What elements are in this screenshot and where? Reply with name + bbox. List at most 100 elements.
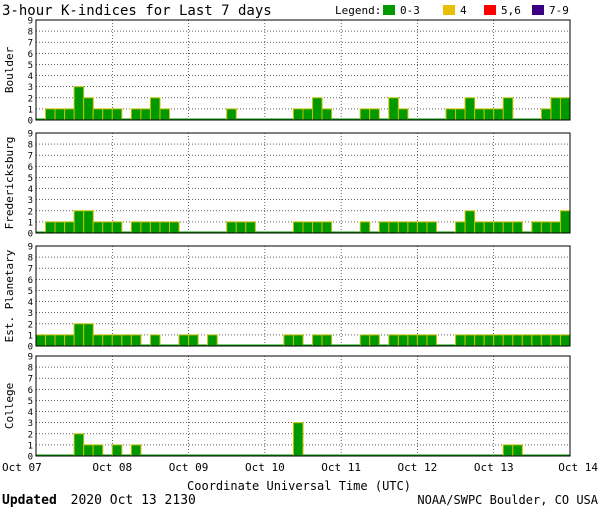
panel-label: Fredericksburg [3, 137, 16, 230]
panel-border [35, 132, 571, 234]
bar [474, 108, 485, 121]
bar [531, 334, 542, 347]
y-tick-label: 4 [28, 298, 33, 308]
bar [83, 323, 94, 347]
bar [388, 221, 399, 234]
bar [217, 231, 227, 233]
bar [283, 231, 294, 233]
bar [283, 334, 294, 347]
legend-label: Legend: [335, 4, 381, 17]
bar [207, 118, 218, 120]
y-tick-label: 5 [28, 287, 33, 297]
y-tick-label: 2 [28, 94, 33, 104]
y-tick-label: 9 [28, 17, 33, 27]
y-tick-label: 5 [28, 61, 33, 71]
bar [36, 118, 46, 120]
bar [359, 334, 371, 347]
bar [417, 454, 427, 456]
bar [188, 231, 199, 233]
bar [464, 334, 476, 347]
bar [217, 344, 227, 346]
y-tick-label: 1 [28, 331, 33, 341]
bar [303, 344, 313, 346]
bar [292, 334, 304, 347]
bar [111, 221, 123, 234]
bar [321, 334, 333, 347]
bar [121, 454, 132, 456]
bar [388, 454, 399, 456]
bar [464, 210, 476, 234]
bar [188, 334, 199, 347]
bar [102, 454, 113, 456]
bar [121, 231, 132, 233]
bar [121, 334, 132, 347]
bar [550, 97, 561, 121]
bar [379, 344, 389, 346]
y-tick-label: 2 [28, 430, 33, 440]
bar [45, 108, 56, 121]
bar [493, 334, 504, 347]
bar [64, 108, 75, 121]
bar [522, 231, 532, 233]
bar [159, 344, 170, 346]
y-tick-label: 4 [28, 72, 33, 82]
bar [111, 334, 123, 347]
y-tick-label: 7 [28, 375, 33, 385]
bar [426, 334, 438, 347]
legend: Legend: 0-3 4 5,6 7-9 [335, 4, 569, 17]
bar [303, 454, 313, 456]
bar [149, 97, 161, 121]
bar [264, 344, 275, 346]
x-axis: Oct 07 Oct 08 Oct 09 Oct 10 Oct 11 Oct 12 Oct … [2, 461, 598, 474]
legend-swatch [383, 5, 395, 15]
bar [446, 231, 456, 233]
bar [92, 444, 104, 457]
bar [312, 97, 323, 121]
bar [159, 454, 170, 456]
y-tick-label: 2 [28, 320, 33, 330]
bar [484, 454, 494, 456]
bar [130, 221, 142, 234]
y-tick-label: 6 [28, 50, 33, 60]
y-tick-label: 1 [28, 441, 33, 451]
bar [169, 118, 180, 120]
bar [397, 334, 409, 347]
bar [102, 334, 113, 347]
x-tick-label: Oct 07 [2, 461, 42, 474]
bar [483, 221, 495, 234]
y-tick-label: 3 [28, 419, 33, 429]
panel-border [35, 19, 571, 121]
panel-frame [35, 19, 571, 121]
bar [130, 108, 142, 121]
bar [83, 97, 94, 121]
bar [178, 334, 190, 347]
legend-entry: 4 [460, 4, 467, 17]
bar [446, 344, 456, 346]
bar [35, 334, 47, 347]
x-tick-label: Oct 10 [245, 461, 285, 474]
bar [312, 221, 323, 234]
bar [398, 454, 408, 456]
bar [407, 221, 418, 234]
bar [321, 221, 333, 234]
footer-updated: Updated 2020 Oct 13 2130 [2, 493, 196, 508]
bar [102, 108, 113, 121]
bar [426, 454, 437, 456]
bar [140, 344, 151, 346]
bar [426, 221, 438, 234]
legend-entry: 5,6 [501, 4, 521, 17]
bar [426, 118, 437, 120]
bar [493, 454, 504, 456]
bar [92, 221, 104, 234]
bar [226, 344, 237, 346]
bar [446, 454, 456, 456]
bar [474, 454, 485, 456]
x-tick-label: Oct 09 [169, 461, 209, 474]
bar [188, 454, 199, 456]
bar [322, 454, 332, 456]
y-tick-label: 3 [28, 196, 33, 206]
bar [541, 454, 551, 456]
